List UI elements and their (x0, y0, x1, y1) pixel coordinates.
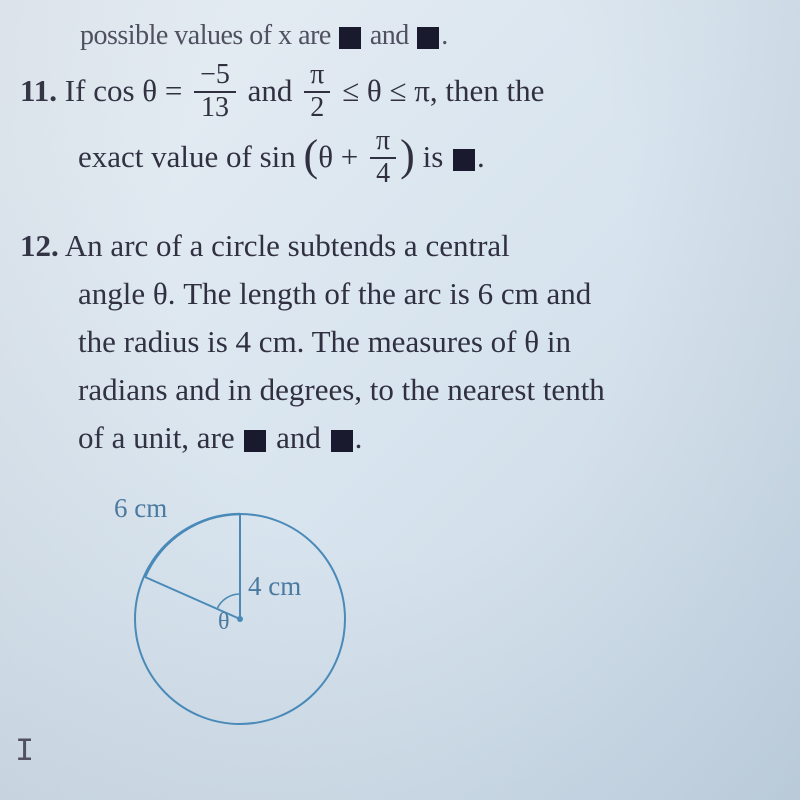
textbook-page: possible values of x are and . 11. If co… (0, 0, 800, 782)
partial-text-period: . (441, 20, 448, 51)
right-paren: ) (400, 131, 415, 180)
numerator: −5 (194, 60, 236, 93)
partial-text-and: and (363, 20, 415, 51)
text: ≤ θ ≤ π, then the (334, 73, 544, 108)
denominator: 13 (194, 93, 236, 124)
blank-box (453, 149, 475, 171)
problem-12-line4: radians and in degrees, to the nearest t… (20, 366, 770, 414)
text: exact value of sin (78, 139, 304, 174)
radius-length-label: 4 cm (248, 566, 301, 608)
problem-12-line1: 12. An arc of a circle subtends a centra… (20, 222, 770, 270)
left-paren: ( (304, 131, 319, 180)
text: If cos θ = (65, 73, 190, 108)
fraction-neg5-13: −513 (194, 60, 236, 124)
problem-number: 11. (20, 73, 57, 108)
text-cursor-icon: I (15, 733, 34, 770)
problem-12-line3: the radius is 4 cm. The measures of θ in (20, 318, 770, 366)
problem-12-line2: angle θ. The length of the arc is 6 cm a… (20, 270, 770, 318)
blank-box (244, 430, 266, 452)
text: and (240, 73, 300, 108)
arc-length-label: 6 cm (114, 488, 167, 530)
circle-diagram: 6 cm 4 cm θ (100, 474, 380, 734)
denominator: 2 (304, 93, 330, 124)
problem-number: 12. (20, 228, 59, 263)
denominator: 4 (370, 159, 396, 190)
text: is (415, 139, 451, 174)
blank-box (417, 27, 439, 49)
text: . (355, 420, 363, 455)
partial-text: possible values of x are (80, 20, 337, 51)
center-dot (237, 616, 243, 622)
inner-expr: θ + (318, 139, 366, 174)
blank-box (331, 430, 353, 452)
problem-11-line2: exact value of sin (θ + π4) is . (20, 126, 770, 194)
theta-label: θ (218, 604, 230, 641)
text: An arc of a circle subtends a central (65, 228, 510, 263)
numerator: π (370, 126, 396, 159)
fraction-pi-4: π4 (370, 126, 396, 190)
problem-12: 12. An arc of a circle subtends a centra… (20, 222, 770, 734)
blank-box (339, 27, 361, 49)
fraction-pi-2: π2 (304, 60, 330, 124)
text: and (268, 420, 328, 455)
problem-12-line5: of a unit, are and . (20, 414, 770, 462)
problem-11-line1: 11. If cos θ = −513 and π2 ≤ θ ≤ π, then… (20, 62, 770, 126)
numerator: π (304, 60, 330, 93)
text: of a unit, are (78, 420, 242, 455)
partial-previous-line: possible values of x are and . (20, 20, 770, 52)
period: . (477, 139, 485, 174)
problem-11: 11. If cos θ = −513 and π2 ≤ θ ≤ π, then… (20, 62, 770, 194)
